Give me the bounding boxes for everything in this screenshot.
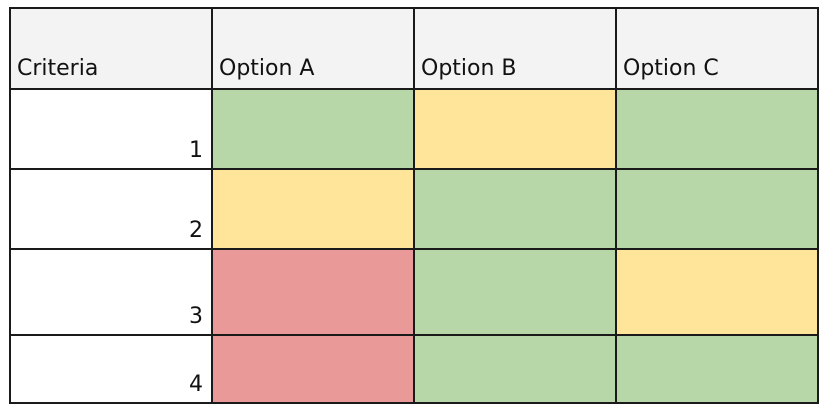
header-option-a[interactable]: Option A: [211, 7, 415, 90]
rating-cell-option-a[interactable]: [211, 334, 415, 404]
rating-cell-option-b[interactable]: [413, 248, 617, 336]
decision-table: Criteria Option A Option B Option C 1 2 …: [9, 7, 819, 404]
table-row: 1: [9, 88, 819, 170]
table-row: 3: [9, 248, 819, 336]
rating-cell-option-b[interactable]: [413, 334, 617, 404]
header-row: Criteria Option A Option B Option C: [9, 7, 819, 90]
table-row: 2: [9, 168, 819, 250]
rating-cell-option-c[interactable]: [615, 168, 819, 250]
rating-cell-option-c[interactable]: [615, 88, 819, 170]
rating-cell-option-a[interactable]: [211, 168, 415, 250]
rating-cell-option-a[interactable]: [211, 248, 415, 336]
table-row: 4: [9, 334, 819, 404]
criterion-cell[interactable]: 1: [9, 88, 213, 170]
rating-cell-option-c[interactable]: [615, 248, 819, 336]
rating-cell-option-b[interactable]: [413, 88, 617, 170]
header-criteria[interactable]: Criteria: [9, 7, 213, 90]
rating-cell-option-a[interactable]: [211, 88, 415, 170]
criterion-cell[interactable]: 2: [9, 168, 213, 250]
criterion-cell[interactable]: 3: [9, 248, 213, 336]
header-option-c[interactable]: Option C: [615, 7, 819, 90]
decision-matrix: Criteria Option A Option B Option C 1 2 …: [9, 7, 819, 404]
criterion-cell[interactable]: 4: [9, 334, 213, 404]
rating-cell-option-b[interactable]: [413, 168, 617, 250]
rating-cell-option-c[interactable]: [615, 334, 819, 404]
header-option-b[interactable]: Option B: [413, 7, 617, 90]
